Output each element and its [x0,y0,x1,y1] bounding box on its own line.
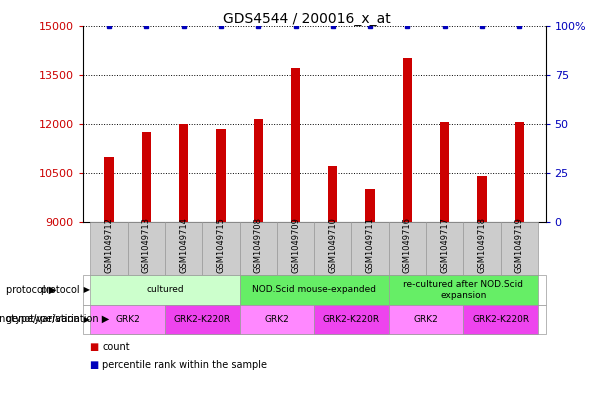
Text: GSM1049709: GSM1049709 [291,217,300,273]
Text: ■: ■ [89,342,98,352]
Text: genotype/variation ▶: genotype/variation ▶ [6,314,109,324]
Bar [478,176,487,222]
Text: GSM1049715: GSM1049715 [216,217,226,273]
Text: GRK2: GRK2 [414,315,438,324]
Text: GRK2-K220R: GRK2-K220R [472,315,530,324]
Text: GRK2-K220R: GRK2-K220R [323,315,380,324]
Text: GSM1049710: GSM1049710 [329,217,337,273]
Bar [403,58,412,222]
Text: NOD.Scid mouse-expanded: NOD.Scid mouse-expanded [252,285,376,294]
Text: GRK2: GRK2 [264,315,289,324]
Bar [515,122,524,222]
Text: protocol ▶: protocol ▶ [6,285,56,295]
Bar [328,166,338,222]
Bar [440,122,449,222]
Text: GSM1049708: GSM1049708 [254,217,263,273]
Bar [365,189,375,222]
Text: GSM1049714: GSM1049714 [179,217,188,273]
Bar [216,129,226,222]
Text: GSM1049716: GSM1049716 [403,217,412,273]
Text: cultured: cultured [146,285,184,294]
Bar [179,124,188,222]
Bar [254,119,263,222]
Bar [291,68,300,222]
Text: ▶: ▶ [81,315,90,324]
Text: ▶: ▶ [81,285,90,294]
Text: protocol: protocol [40,285,80,295]
Text: percentile rank within the sample: percentile rank within the sample [102,360,267,369]
Text: re-cultured after NOD.Scid
expansion: re-cultured after NOD.Scid expansion [403,280,524,299]
Text: GSM1049713: GSM1049713 [142,217,151,273]
Text: genotype/variation: genotype/variation [0,314,80,324]
Text: GSM1049711: GSM1049711 [365,217,375,273]
Text: ■: ■ [89,360,98,369]
Text: count: count [102,342,130,352]
Bar [142,132,151,222]
Text: GRK2-K220R: GRK2-K220R [173,315,230,324]
Bar [104,156,113,222]
Text: GRK2: GRK2 [115,315,140,324]
Text: GDS4544 / 200016_x_at: GDS4544 / 200016_x_at [223,12,390,26]
Text: GSM1049718: GSM1049718 [478,217,487,273]
Text: GSM1049712: GSM1049712 [104,217,113,273]
Text: GSM1049719: GSM1049719 [515,217,524,273]
Text: GSM1049717: GSM1049717 [440,217,449,273]
